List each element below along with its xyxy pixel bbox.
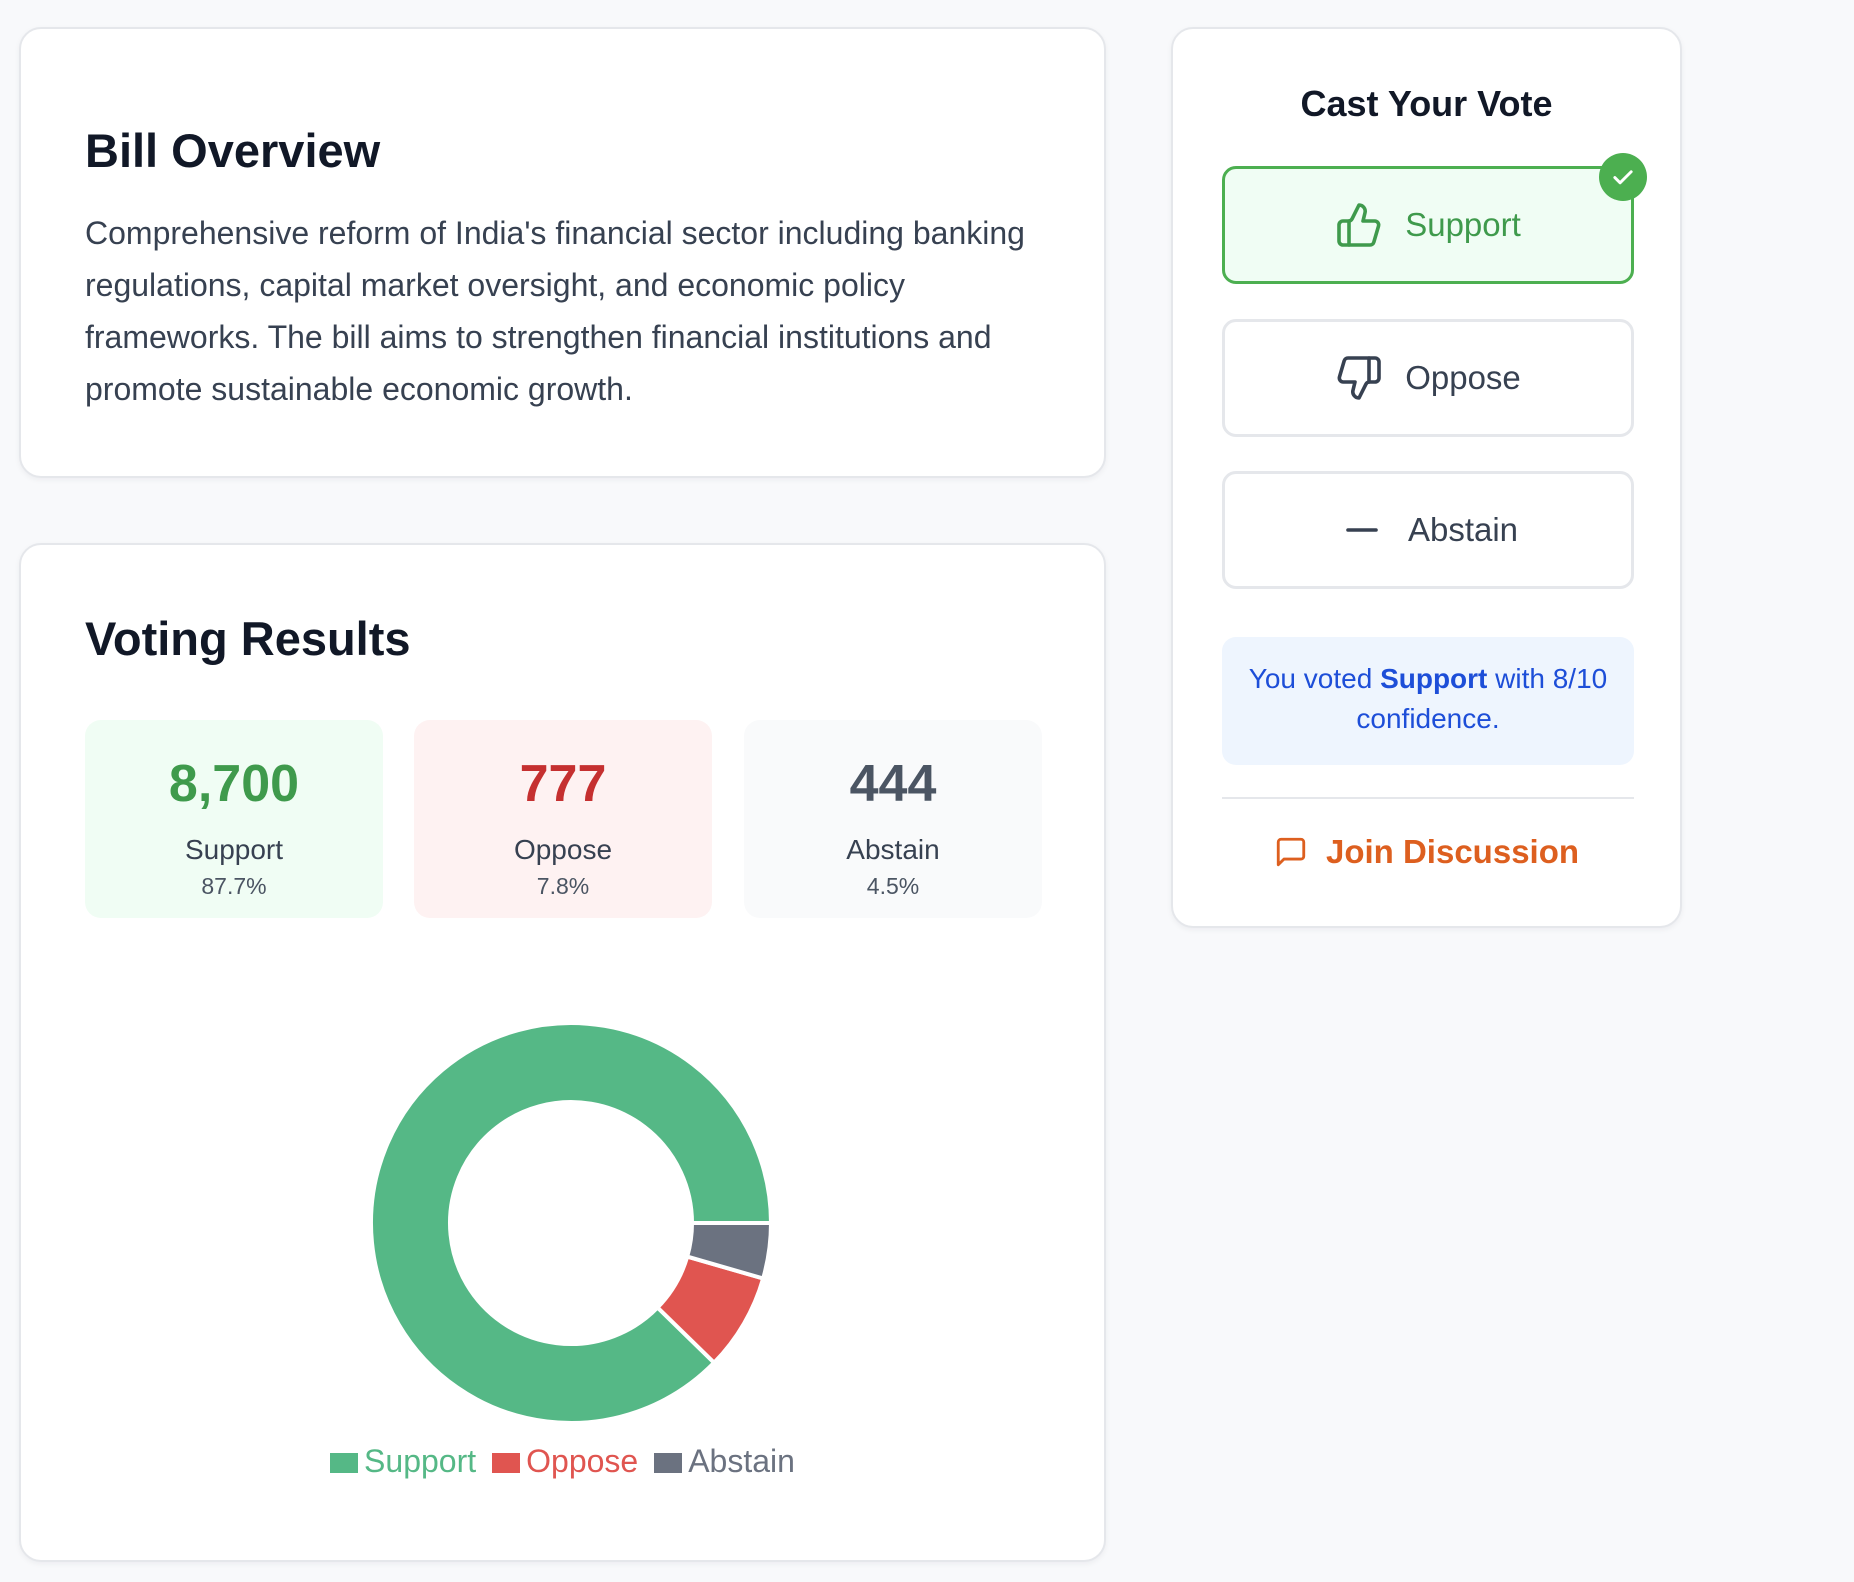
vote-status-prefix: You voted <box>1248 663 1373 694</box>
cast-vote-card: Cast Your Vote Support Oppose Abstain Yo… <box>1171 27 1682 928</box>
oppose-stat-box: 777 Oppose 7.8% <box>414 720 712 918</box>
abstain-vote-label: Abstain <box>1407 511 1519 548</box>
vote-status-suffix: with 8/10 confidence. <box>1356 663 1608 734</box>
voting-results-title: Voting Results <box>85 612 411 665</box>
join-discussion-label: Join Discussion <box>1325 833 1580 870</box>
votes-donut-chart <box>369 1021 774 1425</box>
join-discussion-link[interactable]: Join Discussion <box>1173 833 1680 871</box>
selected-check-icon <box>1599 153 1647 201</box>
legend-label-oppose: Oppose <box>526 1443 639 1479</box>
vote-status-choice: Support <box>1380 663 1488 694</box>
abstain-stat-label: Abstain <box>846 834 940 865</box>
abstain-stat-box: 444 Abstain 4.5% <box>744 720 1042 918</box>
oppose-vote-button[interactable]: Oppose <box>1222 319 1634 437</box>
abstain-count: 444 <box>849 755 937 813</box>
oppose-count: 777 <box>519 755 607 813</box>
minus-icon <box>1338 506 1386 554</box>
voting-results-card: Voting Results 8,700 Support 87.7% 777 O… <box>19 543 1106 1562</box>
vote-status-message: You voted Support with 8/10 confidence. <box>1222 637 1634 765</box>
legend-item-support: Support <box>330 1443 476 1480</box>
abstain-vote-button[interactable]: Abstain <box>1222 471 1634 589</box>
support-stat-box: 8,700 Support 87.7% <box>85 720 383 918</box>
support-count: 8,700 <box>168 755 300 813</box>
donut-slice-abstain <box>684 1221 774 1281</box>
legend-label-abstain: Abstain <box>688 1443 795 1479</box>
support-vote-button[interactable]: Support <box>1222 153 1647 284</box>
bill-overview-title: Bill Overview <box>85 124 381 177</box>
legend-swatch-support <box>330 1453 359 1473</box>
legend-swatch-oppose <box>492 1453 521 1473</box>
support-stat-label: Support <box>184 834 284 865</box>
cast-vote-title: Cast Your Vote <box>1300 83 1553 124</box>
support-vote-label: Support <box>1405 206 1521 243</box>
oppose-stat-label: Oppose <box>513 834 613 865</box>
support-percent: 87.7% <box>201 873 267 899</box>
oppose-vote-label: Oppose <box>1405 359 1521 396</box>
legend-item-oppose: Oppose <box>492 1443 638 1480</box>
chart-legend: Support Oppose Abstain <box>21 1443 1104 1480</box>
divider <box>1222 797 1634 799</box>
legend-item-abstain: Abstain <box>654 1443 795 1480</box>
abstain-percent: 4.5% <box>866 873 920 899</box>
thumbs-down-icon <box>1335 354 1383 402</box>
oppose-percent: 7.8% <box>536 873 590 899</box>
legend-label-support: Support <box>364 1443 477 1479</box>
bill-description: Comprehensive reform of India's financia… <box>85 215 1025 407</box>
bill-overview-card: Bill Overview Comprehensive reform of In… <box>19 27 1106 478</box>
message-square-icon <box>1274 835 1308 869</box>
thumbs-up-icon <box>1335 201 1383 249</box>
legend-swatch-abstain <box>654 1453 683 1473</box>
